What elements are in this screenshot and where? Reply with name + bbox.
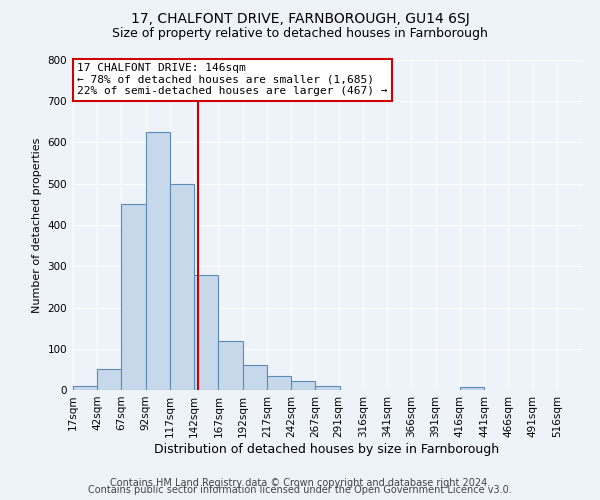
- Bar: [316, 386, 340, 390]
- Text: 17 CHALFONT DRIVE: 146sqm
← 78% of detached houses are smaller (1,685)
22% of se: 17 CHALFONT DRIVE: 146sqm ← 78% of detac…: [77, 64, 388, 96]
- Bar: [267, 376, 291, 390]
- Bar: [218, 342, 242, 390]
- Text: Size of property relative to detached houses in Farnborough: Size of property relative to detached ho…: [112, 28, 488, 40]
- Bar: [291, 381, 316, 390]
- Text: Contains public sector information licensed under the Open Government Licence v3: Contains public sector information licen…: [88, 485, 512, 495]
- Bar: [121, 204, 146, 390]
- Bar: [242, 365, 267, 390]
- Bar: [73, 386, 97, 390]
- Bar: [460, 386, 484, 390]
- Y-axis label: Number of detached properties: Number of detached properties: [32, 138, 42, 312]
- Bar: [97, 370, 121, 390]
- X-axis label: Distribution of detached houses by size in Farnborough: Distribution of detached houses by size …: [154, 442, 500, 456]
- Bar: [170, 184, 194, 390]
- Bar: [146, 132, 170, 390]
- Text: Contains HM Land Registry data © Crown copyright and database right 2024.: Contains HM Land Registry data © Crown c…: [110, 478, 490, 488]
- Bar: [194, 274, 218, 390]
- Text: 17, CHALFONT DRIVE, FARNBOROUGH, GU14 6SJ: 17, CHALFONT DRIVE, FARNBOROUGH, GU14 6S…: [131, 12, 469, 26]
